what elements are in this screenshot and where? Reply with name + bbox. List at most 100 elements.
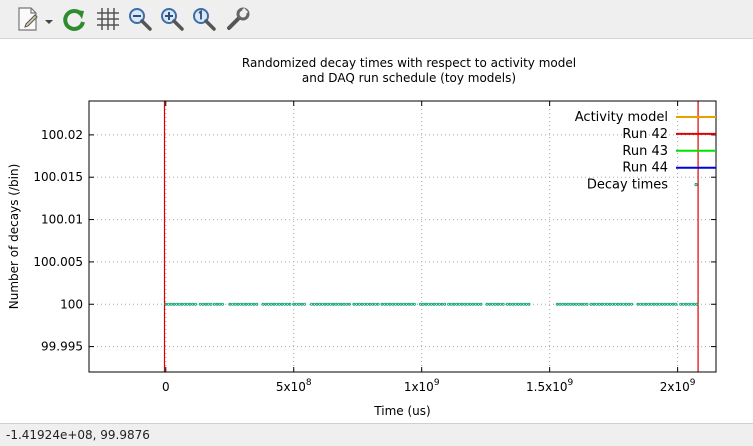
- decay-point: [292, 302, 296, 306]
- decay-points: [164, 302, 699, 306]
- decay-point: [209, 302, 213, 306]
- decay-point: [479, 302, 483, 306]
- decay-point: [264, 302, 268, 306]
- decay-point: [485, 302, 489, 306]
- decay-point: [690, 302, 693, 306]
- decay-point: [410, 302, 414, 306]
- decay-point: [668, 302, 672, 306]
- decay-point: [493, 302, 497, 306]
- x-tick-base: 1.5x10: [526, 380, 567, 394]
- decay-point: [660, 302, 664, 306]
- decay-point: [326, 302, 330, 306]
- decay-point: [449, 302, 453, 306]
- decay-point: [639, 302, 643, 306]
- decay-point: [337, 302, 341, 306]
- settings-wrench-icon[interactable]: [224, 5, 252, 33]
- decay-point: [569, 302, 573, 306]
- decay-point: [619, 302, 623, 306]
- x-tick-label: 1x109: [404, 378, 440, 394]
- legend-label: Activity model: [575, 110, 668, 125]
- decay-point: [508, 302, 512, 306]
- decay-point: [404, 302, 408, 306]
- decay-point: [652, 302, 656, 306]
- decay-point: [261, 302, 265, 306]
- decay-point: [655, 302, 659, 306]
- decay-point: [572, 302, 575, 306]
- x-tick-label: 5x108: [276, 378, 312, 394]
- decay-point: [385, 302, 389, 306]
- decay-point: [457, 302, 461, 306]
- decay-point: [616, 302, 620, 306]
- decay-point: [499, 302, 502, 306]
- decay-point: [266, 302, 270, 306]
- decay-point: [624, 302, 628, 306]
- decay-point: [206, 302, 210, 306]
- decay-point: [272, 302, 276, 306]
- decay-point: [339, 302, 343, 306]
- decay-point: [360, 302, 364, 306]
- decay-point: [435, 302, 439, 306]
- tick-layer: 99.995 100 100.005 100.01 100.015 100.02 0 5x10…: [33, 101, 716, 394]
- chart-subtitle: and DAQ run schedule (toy models): [302, 71, 516, 85]
- decay-point: [608, 302, 612, 306]
- decay-point: [365, 302, 369, 306]
- plot-area[interactable]: 99.995 100 100.005 100.01 100.015 100.02 0 5x10…: [0, 39, 753, 423]
- plot-frame: [88, 100, 717, 373]
- y-tick-label: 100.01: [41, 213, 83, 227]
- decay-point: [172, 302, 176, 306]
- x-tick-exponent: 8: [306, 378, 312, 388]
- decay-point: [312, 302, 316, 306]
- decay-point: [443, 302, 447, 306]
- decay-point: [218, 302, 222, 306]
- decay-point: [188, 302, 192, 306]
- zoom-reset-icon[interactable]: [190, 5, 218, 33]
- decay-point: [204, 302, 208, 306]
- decay-point: [347, 302, 351, 306]
- decay-point: [247, 302, 251, 306]
- decay-point: [244, 302, 248, 306]
- decay-point: [452, 302, 456, 306]
- decay-point: [421, 302, 425, 306]
- decay-point: [357, 302, 361, 306]
- decay-point: [692, 302, 696, 306]
- decay-point: [577, 302, 581, 306]
- decay-point: [191, 302, 195, 306]
- legend-label: Run 42: [622, 127, 668, 142]
- decay-point: [511, 302, 515, 306]
- export-icon[interactable]: [14, 5, 42, 33]
- replot-icon[interactable]: [60, 5, 88, 33]
- decay-point: [239, 302, 243, 306]
- decay-point: [236, 302, 240, 306]
- x-tick-exponent: 9: [568, 378, 574, 388]
- chart-svg[interactable]: 99.995 100 100.005 100.01 100.015 100.02 0 5x10…: [0, 39, 753, 423]
- decay-point: [563, 302, 567, 306]
- decay-point: [622, 302, 625, 306]
- x-tick-base: 1x10: [404, 380, 434, 394]
- decay-point: [194, 302, 197, 306]
- decay-point: [221, 302, 224, 306]
- decay-point: [641, 302, 645, 306]
- decay-point: [407, 302, 411, 306]
- decay-point: [228, 302, 232, 306]
- decay-point: [342, 302, 346, 306]
- grid-icon[interactable]: [94, 5, 122, 33]
- x-tick-exponent: 9: [434, 378, 440, 388]
- decay-point: [185, 302, 189, 306]
- decay-point: [352, 302, 356, 306]
- decay-point: [471, 302, 475, 306]
- zoom-in-icon[interactable]: [158, 5, 186, 33]
- decay-point: [468, 302, 472, 306]
- zoom-out-icon[interactable]: [126, 5, 154, 33]
- decay-point: [380, 302, 384, 306]
- decay-point: [522, 302, 526, 306]
- decay-point: [331, 302, 335, 306]
- decay-point: [501, 302, 505, 306]
- decay-point: [488, 302, 492, 306]
- decay-point: [394, 302, 397, 306]
- decay-point: [580, 302, 584, 306]
- decay-point: [519, 302, 523, 306]
- export-dropdown-arrow-icon[interactable]: [42, 5, 56, 33]
- legend-label: Run 44: [622, 161, 668, 176]
- decay-point: [679, 302, 683, 306]
- decay-point: [418, 302, 422, 306]
